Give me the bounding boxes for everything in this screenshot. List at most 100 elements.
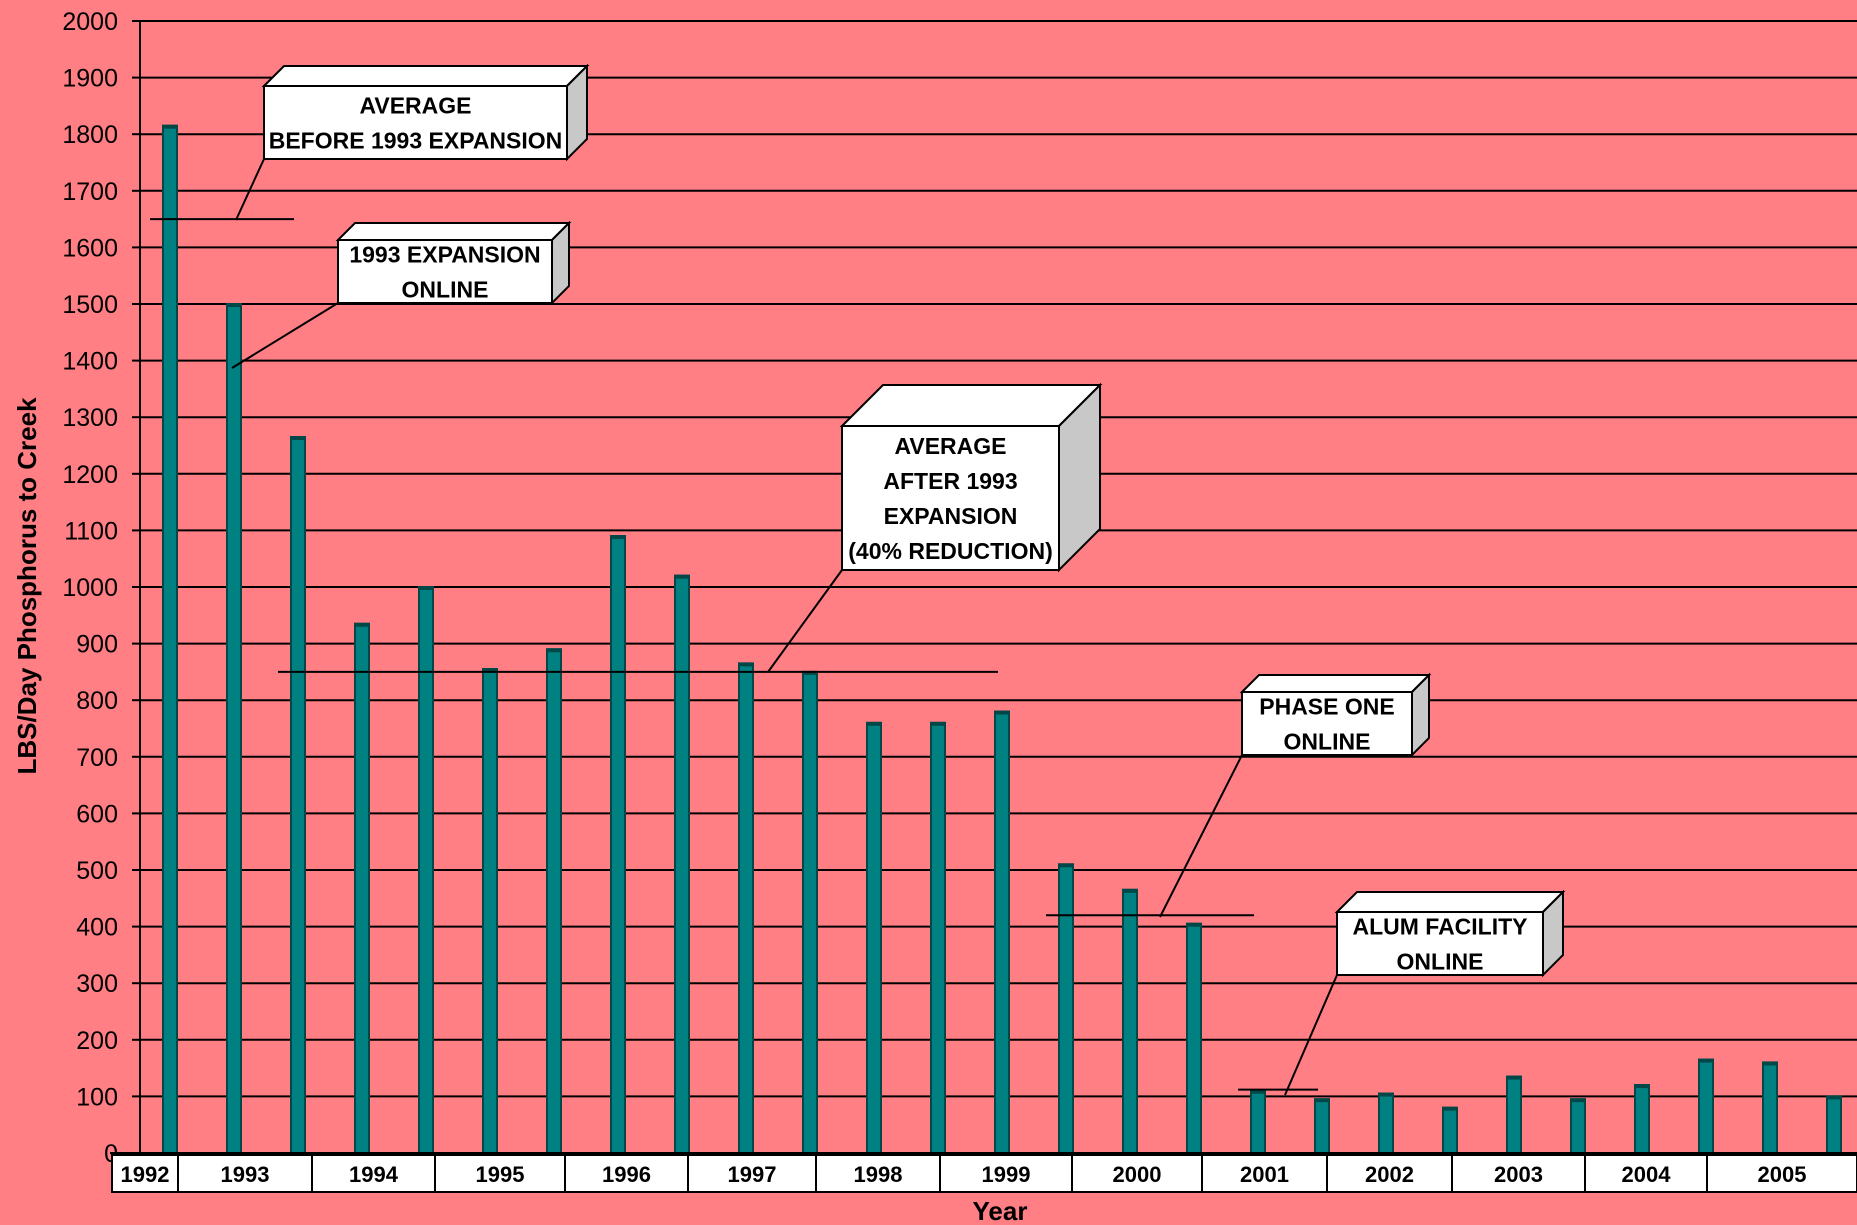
- average-after-callout: AVERAGE AFTER 1993 EXPANSION (40% REDUCTION…: [767, 382, 1103, 673]
- y-tick-label: 1400: [62, 348, 118, 376]
- x-axis-year-label: 2002: [1365, 1162, 1414, 1187]
- bar: [1634, 1084, 1650, 1154]
- callout-top-face: [335, 222, 572, 241]
- y-tick-label: 300: [76, 970, 118, 998]
- x-axis-year-label: 1992: [121, 1162, 170, 1187]
- y-tick-labels: 0100200300400500600700800900100011001200…: [62, 8, 118, 1168]
- bar: [290, 436, 306, 1154]
- callout-text: (40% REDUCTION): [848, 538, 1052, 564]
- callout-text: AVERAGE: [359, 93, 471, 119]
- x-axis-year-label: 2004: [1622, 1162, 1672, 1187]
- callout-front-face: [1336, 911, 1544, 976]
- bar-cap: [1058, 863, 1074, 868]
- y-tick-label: 1800: [62, 121, 118, 149]
- bar-cap: [162, 124, 178, 129]
- callout-front-face: [841, 425, 1060, 571]
- callout-top-face: [1239, 674, 1432, 693]
- bar-cap: [1122, 888, 1138, 893]
- annotations: AVERAGE BEFORE 1993 EXPANSION 1993 EXPANSI…: [231, 63, 1566, 1096]
- average-before-callout: AVERAGE BEFORE 1993 EXPANSION: [235, 63, 590, 221]
- callout-text: BEFORE 1993 EXPANSION: [269, 128, 563, 154]
- expansion-online-callout: 1993 EXPANSION ONLINE: [231, 220, 572, 369]
- x-axis-year-label: 2000: [1113, 1162, 1162, 1187]
- bar-cap: [546, 648, 562, 653]
- callout-top-face: [839, 384, 1103, 427]
- bar: [1826, 1095, 1842, 1155]
- callout-front-face: [337, 239, 553, 304]
- bar-cap: [290, 436, 306, 441]
- y-tick-label: 1700: [62, 178, 118, 206]
- bar-cap: [1186, 922, 1202, 927]
- bar-cap: [354, 622, 370, 627]
- y-tick-label: 1600: [62, 234, 118, 262]
- y-tick-label: 100: [76, 1083, 118, 1111]
- y-tick-label: 1500: [62, 291, 118, 319]
- callout-leader: [767, 569, 843, 673]
- y-tick-label: 1900: [62, 65, 118, 93]
- y-tick-label: 1000: [62, 574, 118, 602]
- y-tick-label: 1300: [62, 404, 118, 432]
- y-tick-label: 1200: [62, 461, 118, 489]
- bar: [1314, 1098, 1330, 1154]
- callout-top-face: [261, 65, 590, 87]
- bar: [1570, 1098, 1586, 1154]
- x-axis-table-frame: [111, 1154, 1857, 1193]
- callout-leader: [1284, 974, 1338, 1096]
- x-axis-title: Year: [973, 1196, 1028, 1225]
- bar: [1186, 922, 1202, 1155]
- x-axis-year-label: 1998: [854, 1162, 903, 1187]
- x-axis-year-label: 1996: [602, 1162, 651, 1187]
- x-axis-year-label: 2001: [1240, 1162, 1289, 1187]
- x-axis-year-label: 2005: [1758, 1162, 1807, 1187]
- bar: [738, 662, 754, 1154]
- callout-text: AFTER 1993: [883, 468, 1017, 494]
- bar-cap: [482, 668, 498, 673]
- bar: [1250, 1089, 1266, 1154]
- bar: [866, 721, 882, 1155]
- bar: [354, 622, 370, 1154]
- bar: [930, 721, 946, 1155]
- x-axis-year-label: 2003: [1494, 1162, 1543, 1187]
- bar-cap: [1762, 1061, 1778, 1066]
- bar-cap: [994, 710, 1010, 715]
- bar-cap: [1506, 1075, 1522, 1080]
- bar: [1442, 1106, 1458, 1154]
- callout-text: AVERAGE: [894, 433, 1006, 459]
- bar-cap: [1250, 1089, 1266, 1094]
- bar: [1058, 863, 1074, 1155]
- callout-leader: [231, 302, 339, 369]
- y-tick-label: 900: [76, 631, 118, 659]
- bar: [226, 303, 242, 1154]
- bar: [546, 648, 562, 1154]
- bar-cap: [1378, 1092, 1394, 1097]
- reference-lines: [150, 218, 1318, 1091]
- callout-text: EXPANSION: [884, 503, 1018, 529]
- callout-text: 1993 EXPANSION: [349, 242, 540, 268]
- bar: [1378, 1092, 1394, 1154]
- bar: [162, 124, 178, 1155]
- callout-text: ONLINE: [402, 277, 489, 303]
- bar-cap: [418, 586, 434, 590]
- bars: [162, 124, 1842, 1155]
- bar: [1506, 1075, 1522, 1154]
- bar-cap: [1634, 1084, 1650, 1089]
- x-axis-year-label: 1993: [221, 1162, 270, 1187]
- bar-cap: [1314, 1098, 1330, 1103]
- x-axis-year-label: 1995: [476, 1162, 525, 1187]
- x-axis-year-label: 1994: [349, 1162, 399, 1187]
- callout-front-face: [263, 85, 568, 160]
- bar-cap: [610, 535, 626, 540]
- x-axis-table: 1992 1993 1994 1995 1996 1997 1998 1999 2000 2001…: [110, 1152, 1857, 1193]
- y-tick-label: 700: [76, 744, 118, 772]
- bar-cap: [866, 721, 882, 726]
- bar-cap: [1570, 1098, 1586, 1103]
- bar: [610, 535, 626, 1154]
- bar-cap: [738, 662, 754, 667]
- alum-facility-callout: ALUM FACILITY ONLINE: [1284, 889, 1566, 1096]
- bar: [482, 668, 498, 1154]
- y-axis-title: LBS/Day Phosphorus to Creek: [12, 397, 42, 775]
- callout-front-face: [1241, 691, 1413, 756]
- y-tick-label: 400: [76, 914, 118, 942]
